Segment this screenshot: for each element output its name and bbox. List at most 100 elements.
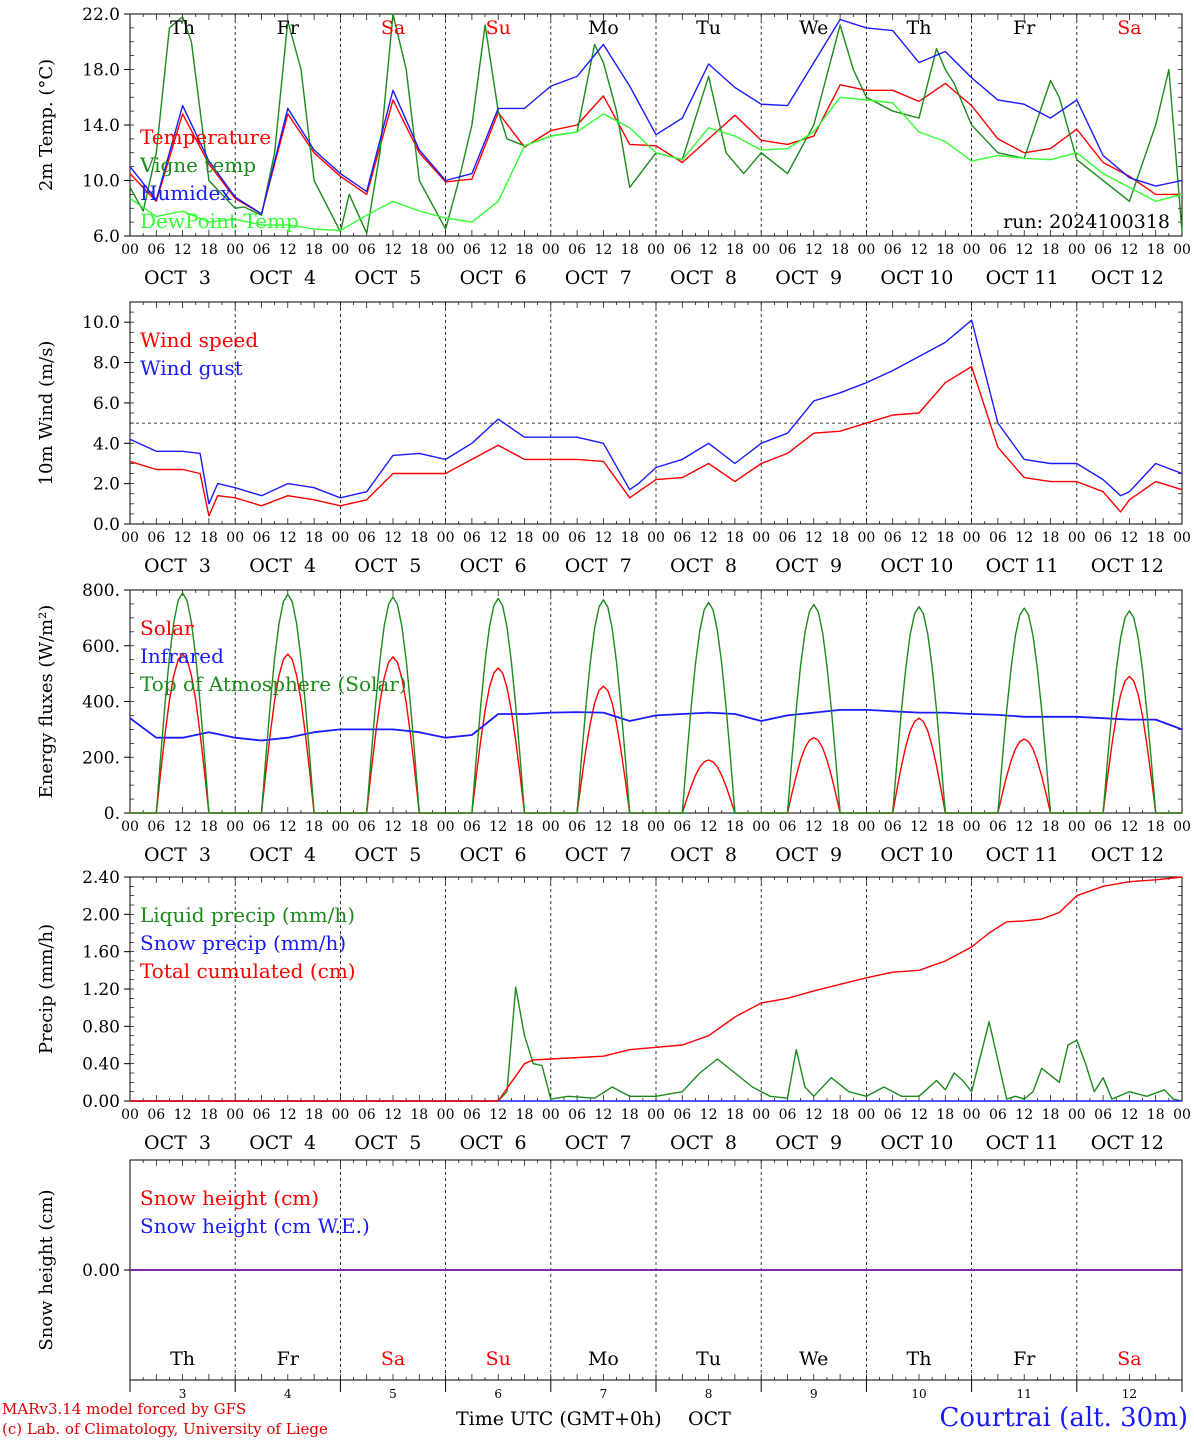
x-hour-label: 06 xyxy=(779,1107,797,1123)
x-hour-label: 12 xyxy=(174,242,192,258)
x-hour-label: 00 xyxy=(542,819,560,835)
x-hour-label: 00 xyxy=(1173,530,1191,546)
x-date-label: OCT 4 xyxy=(249,555,316,577)
x-hour-label: 06 xyxy=(147,530,165,546)
legend-entry: Wind gust xyxy=(140,356,243,380)
x-day-number: 10 xyxy=(911,1387,926,1401)
x-hour-label: 18 xyxy=(200,1107,218,1123)
x-date-label: OCT 8 xyxy=(670,1132,737,1154)
x-hour-label: 06 xyxy=(358,242,376,258)
x-hour-label: 18 xyxy=(726,1107,744,1123)
x-date-label: OCT 4 xyxy=(249,1132,316,1154)
x-date-label: OCT 10 xyxy=(880,267,953,289)
x-date-label: OCT 3 xyxy=(144,844,211,866)
x-hour-label: 12 xyxy=(384,1107,402,1123)
x-hour-label: 18 xyxy=(936,530,954,546)
x-hour-label: 18 xyxy=(621,819,639,835)
x-hour-label: 18 xyxy=(305,819,323,835)
x-date-label: OCT 5 xyxy=(354,844,421,866)
x-hour-label: 06 xyxy=(989,1107,1007,1123)
x-day-number: 11 xyxy=(1017,1387,1032,1401)
x-hour-label: 12 xyxy=(174,530,192,546)
x-hour-label: 06 xyxy=(147,242,165,258)
x-date-label: OCT 12 xyxy=(1091,844,1164,866)
x-hour-label: 00 xyxy=(226,1107,244,1123)
y-tick-label: 1.20 xyxy=(82,980,120,1000)
x-hour-label: 06 xyxy=(253,530,271,546)
legend-entry: Solar xyxy=(140,616,194,640)
weekday-label: Mo xyxy=(588,17,619,39)
series-line-liquid-precip-mm-h- xyxy=(130,986,1183,1102)
weekday-label: Th xyxy=(907,1348,932,1370)
x-hour-label: 06 xyxy=(253,1107,271,1123)
x-hour-label: 18 xyxy=(831,819,849,835)
x-date-label: OCT 7 xyxy=(565,844,632,866)
weekday-label: We xyxy=(799,17,828,39)
x-hour-label: 18 xyxy=(621,1107,639,1123)
weekday-label: Th xyxy=(907,17,932,39)
x-date-label: OCT 12 xyxy=(1091,1132,1164,1154)
x-hour-label: 00 xyxy=(963,242,981,258)
x-date-label: OCT 10 xyxy=(880,1132,953,1154)
x-date-label: OCT 10 xyxy=(880,844,953,866)
x-date-label: OCT 6 xyxy=(460,267,527,289)
y-tick-label: 200. xyxy=(82,748,120,768)
x-date-label: OCT 7 xyxy=(565,1132,632,1154)
legend-entry: Humidex xyxy=(140,181,232,205)
x-day-number: 8 xyxy=(705,1387,713,1401)
weekday-label: Fr xyxy=(1013,1348,1036,1370)
y-tick-label: 6.0 xyxy=(93,227,120,247)
x-hour-label: 00 xyxy=(226,530,244,546)
x-day-number: 5 xyxy=(389,1387,397,1401)
x-hour-label: 12 xyxy=(700,530,718,546)
x-hour-label: 12 xyxy=(279,1107,297,1123)
station-title: Courtrai (alt. 30m) xyxy=(939,1403,1189,1433)
x-hour-label: 06 xyxy=(568,242,586,258)
x-date-label: OCT 7 xyxy=(565,555,632,577)
legend-entry: Snow precip (mm/h) xyxy=(140,931,346,955)
x-hour-label: 00 xyxy=(121,819,139,835)
x-date-label: OCT 7 xyxy=(565,267,632,289)
y-tick-label: 8.0 xyxy=(93,354,120,374)
legend-entry: Temperature xyxy=(140,125,271,149)
x-hour-label: 18 xyxy=(516,242,534,258)
x-hour-label: 12 xyxy=(279,819,297,835)
legend-entry: Snow height (cm W.E.) xyxy=(140,1214,370,1238)
x-date-label: OCT 6 xyxy=(460,1132,527,1154)
x-hour-label: 18 xyxy=(200,819,218,835)
legend-entry: Infrared xyxy=(140,644,224,668)
x-day-number: 6 xyxy=(494,1387,502,1401)
x-hour-label: 12 xyxy=(489,530,507,546)
x-hour-label: 06 xyxy=(358,1107,376,1123)
x-hour-label: 06 xyxy=(779,242,797,258)
x-date-label: OCT 5 xyxy=(354,267,421,289)
x-hour-label: 18 xyxy=(1042,242,1060,258)
legend-entry: Top of Atmosphere (Solar) xyxy=(140,672,407,696)
x-date-label: OCT 4 xyxy=(249,844,316,866)
x-hour-label: 00 xyxy=(1068,819,1086,835)
x-date-label: OCT 11 xyxy=(986,555,1059,577)
x-hour-label: 12 xyxy=(1015,530,1033,546)
x-hour-label: 12 xyxy=(910,1107,928,1123)
x-hour-label: 00 xyxy=(857,530,875,546)
x-hour-label: 06 xyxy=(884,242,902,258)
x-hour-label: 00 xyxy=(542,530,560,546)
x-day-number: 7 xyxy=(600,1387,608,1401)
x-hour-label: 00 xyxy=(226,242,244,258)
legend-entry: Liquid precip (mm/h) xyxy=(140,903,355,927)
x-hour-label: 06 xyxy=(463,530,481,546)
x-hour-label: 00 xyxy=(857,819,875,835)
x-hour-label: 00 xyxy=(752,1107,770,1123)
series-line-wind-gust xyxy=(129,319,1183,505)
panel-2: 0. 200. 400. 600. 800. Energy fluxes (W/m²) So… xyxy=(36,581,1191,866)
y-axis-label: 2m Temp. (°C) xyxy=(36,59,57,191)
x-date-label: OCT 12 xyxy=(1091,267,1164,289)
weekday-label: Mo xyxy=(588,1348,619,1370)
x-hour-label: 18 xyxy=(831,242,849,258)
x-hour-label: 00 xyxy=(647,530,665,546)
x-hour-label: 18 xyxy=(200,530,218,546)
legend-entry: Snow height (cm) xyxy=(140,1186,319,1210)
y-tick-label: 2.0 xyxy=(93,475,120,495)
x-hour-label: 12 xyxy=(1120,242,1138,258)
